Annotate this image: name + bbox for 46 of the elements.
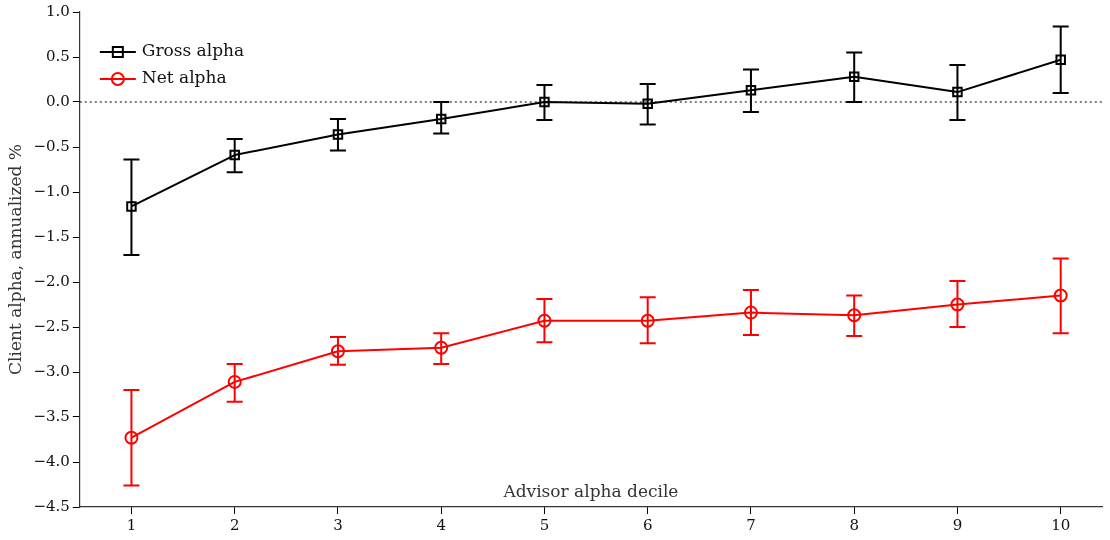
y-tick-label: −4.0: [33, 451, 70, 470]
point: [227, 374, 242, 389]
point: [539, 96, 550, 108]
point: [952, 86, 963, 98]
point: [229, 149, 240, 161]
point: [330, 344, 345, 359]
x-tick-label: 9: [952, 515, 963, 534]
y-tick-label: 0.5: [45, 46, 70, 65]
point: [434, 340, 449, 355]
y-tick-label: 1.0: [45, 1, 70, 20]
y-tick-label: −2.0: [33, 271, 70, 290]
x-tick-label: 2: [229, 515, 240, 534]
x-tick-label: 1: [126, 515, 137, 534]
x-tick-label: 3: [333, 515, 343, 534]
point: [537, 313, 552, 328]
x-tick-label: 7: [746, 515, 756, 534]
y-tick-label: −3.0: [33, 361, 70, 380]
y-axis-title: Client alpha, annualized %: [4, 144, 25, 375]
y-tick-label: −0.5: [33, 136, 70, 155]
point: [848, 71, 860, 83]
point: [1053, 288, 1068, 303]
x-tick-label: 5: [539, 515, 550, 534]
x-tick-label: 4: [436, 515, 446, 534]
point: [126, 201, 137, 212]
point: [124, 430, 139, 445]
y-tick-label: −1.5: [33, 226, 70, 245]
point: [950, 297, 965, 312]
y-tick-label: −2.5: [33, 316, 70, 335]
point: [640, 313, 655, 328]
point: [435, 113, 447, 125]
legend-label: Net alpha: [141, 67, 227, 88]
x-tick-label: 6: [642, 515, 653, 534]
y-tick-label: −3.5: [33, 406, 70, 425]
point: [332, 129, 344, 140]
y-tick-label: 0.0: [45, 91, 70, 110]
point: [743, 305, 758, 320]
x-tick-label: 10: [1051, 515, 1071, 534]
legend-label: Gross alpha: [141, 40, 245, 61]
point: [847, 308, 862, 323]
x-axis-title: Advisor alpha decile: [502, 480, 679, 501]
point: [745, 85, 757, 96]
y-tick-label: −1.0: [33, 181, 70, 200]
x-tick-label: 8: [849, 515, 859, 534]
y-tick-label: −4.5: [33, 496, 70, 515]
point: [642, 98, 653, 110]
point: [1055, 54, 1066, 65]
